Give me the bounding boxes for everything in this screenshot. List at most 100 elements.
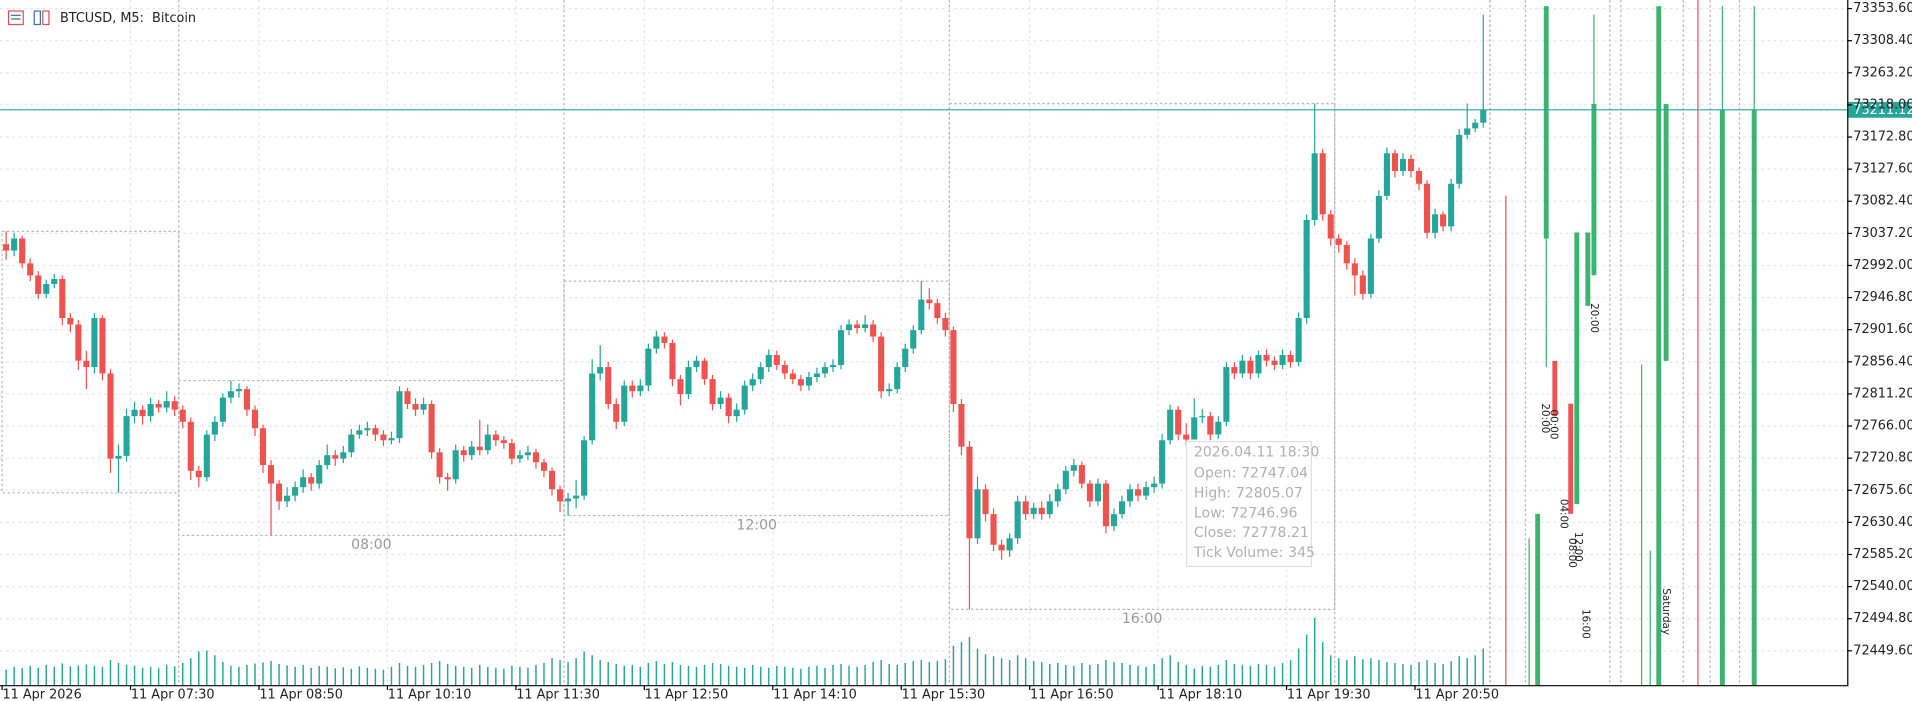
candle-body	[1062, 470, 1069, 490]
candle-body	[267, 465, 275, 484]
candle-body	[59, 278, 66, 319]
overlay-label: 16:00	[1579, 609, 1591, 639]
candle-body	[637, 385, 644, 392]
candle-body	[701, 360, 708, 380]
period-box	[563, 280, 951, 517]
candle-body	[516, 455, 523, 459]
candle-body	[259, 428, 267, 466]
candle-body	[1287, 354, 1294, 363]
artifact-bar	[1552, 360, 1558, 416]
tooltip-value: 345	[1288, 545, 1315, 561]
candle-body	[1335, 238, 1342, 245]
candle-body	[348, 434, 355, 453]
candle-body	[1303, 220, 1310, 319]
overlay-label: 20:00	[1539, 403, 1551, 433]
artifact-bar	[1543, 6, 1549, 239]
candle-body	[926, 299, 933, 304]
candle-body	[195, 470, 202, 478]
candle-body	[934, 303, 941, 319]
candle-body	[1415, 170, 1423, 184]
period-box	[948, 102, 1336, 610]
candle-body	[974, 489, 981, 539]
header: BTCUSD, M5: Bitcoin	[7, 10, 196, 26]
candle-body	[1006, 538, 1013, 551]
x-tick-label: 11 Apr 11:30	[516, 687, 600, 701]
artifact-bar	[1574, 232, 1580, 505]
candle-body	[821, 367, 829, 374]
candle-body	[444, 477, 451, 480]
period-label: 16:00	[1122, 611, 1162, 627]
candle-body	[998, 544, 1005, 551]
candle-body	[1030, 507, 1037, 515]
overlay-label: 12:00	[1572, 532, 1584, 562]
overlay-label: 20:00	[1588, 303, 1600, 333]
candle-body	[1375, 195, 1382, 239]
candle-body	[1126, 489, 1134, 502]
y-tick-label: 72540.00	[1853, 579, 1912, 594]
candle-body	[83, 360, 90, 368]
price-label: 73211.12	[1853, 103, 1912, 118]
candle-body	[324, 455, 331, 466]
candle-body	[404, 391, 411, 405]
candle-body	[813, 373, 820, 378]
candle-body	[765, 354, 772, 368]
candle-body	[1399, 158, 1407, 171]
candle-body	[781, 364, 788, 374]
candle-body	[251, 409, 259, 429]
candle-body	[1199, 416, 1206, 418]
candle-body	[468, 446, 475, 456]
candle-body	[115, 455, 122, 459]
candle-body	[1440, 214, 1447, 227]
candle-body	[845, 324, 853, 331]
candle-body	[243, 389, 251, 410]
candle-body	[27, 263, 34, 276]
candle-body	[1086, 483, 1093, 502]
period-label: 12:00	[736, 517, 776, 533]
y-tick-label: 73353.60	[1853, 1, 1912, 16]
candle-body	[870, 324, 877, 337]
overlay-label: 00:00	[1548, 410, 1560, 440]
candle-body	[1480, 109, 1487, 123]
candle-body	[1271, 360, 1278, 365]
candle-body	[1215, 421, 1222, 435]
candle-body	[292, 487, 299, 496]
x-tick-label: 11 Apr 20:50	[1415, 687, 1499, 701]
candle-body	[805, 377, 812, 386]
candle-body	[1391, 153, 1399, 171]
candle-body	[661, 336, 668, 343]
candle-body	[492, 434, 499, 441]
tooltip-row: Open: 72747.04	[1194, 465, 1308, 481]
candle-body	[155, 404, 162, 408]
candle-body	[340, 452, 347, 459]
y-tick-label: 73172.80	[1853, 130, 1912, 145]
candle-body	[1102, 483, 1110, 527]
candle-body	[918, 299, 925, 331]
y-tick-label: 73127.60	[1853, 162, 1912, 177]
candle-body	[1343, 244, 1350, 264]
candle-body	[1383, 153, 1390, 196]
candle-body	[476, 446, 483, 451]
tooltip-label: High:	[1194, 485, 1231, 501]
period-box	[178, 379, 565, 537]
candle-body	[1448, 183, 1455, 227]
candle-body	[364, 428, 371, 431]
candle-body	[556, 489, 564, 502]
candle-body	[1046, 501, 1053, 515]
candle-body	[797, 379, 804, 386]
artifact-bar	[1719, 110, 1725, 686]
candle-body	[1183, 434, 1190, 440]
candle-body	[460, 450, 467, 456]
tooltip-row: Low: 72746.96	[1194, 505, 1298, 521]
candle-body	[749, 379, 756, 386]
x-tick-label: 11 Apr 16:50	[1030, 687, 1114, 701]
candle-body	[436, 452, 443, 478]
candle-body	[388, 438, 395, 441]
y-tick-label: 72720.80	[1853, 451, 1912, 466]
candle-body	[316, 465, 323, 484]
artifact-bar	[1663, 104, 1669, 361]
y-tick-label: 72856.40	[1853, 354, 1912, 369]
candle-body	[741, 385, 748, 410]
price-line-layer: 73211.12	[0, 101, 1912, 118]
